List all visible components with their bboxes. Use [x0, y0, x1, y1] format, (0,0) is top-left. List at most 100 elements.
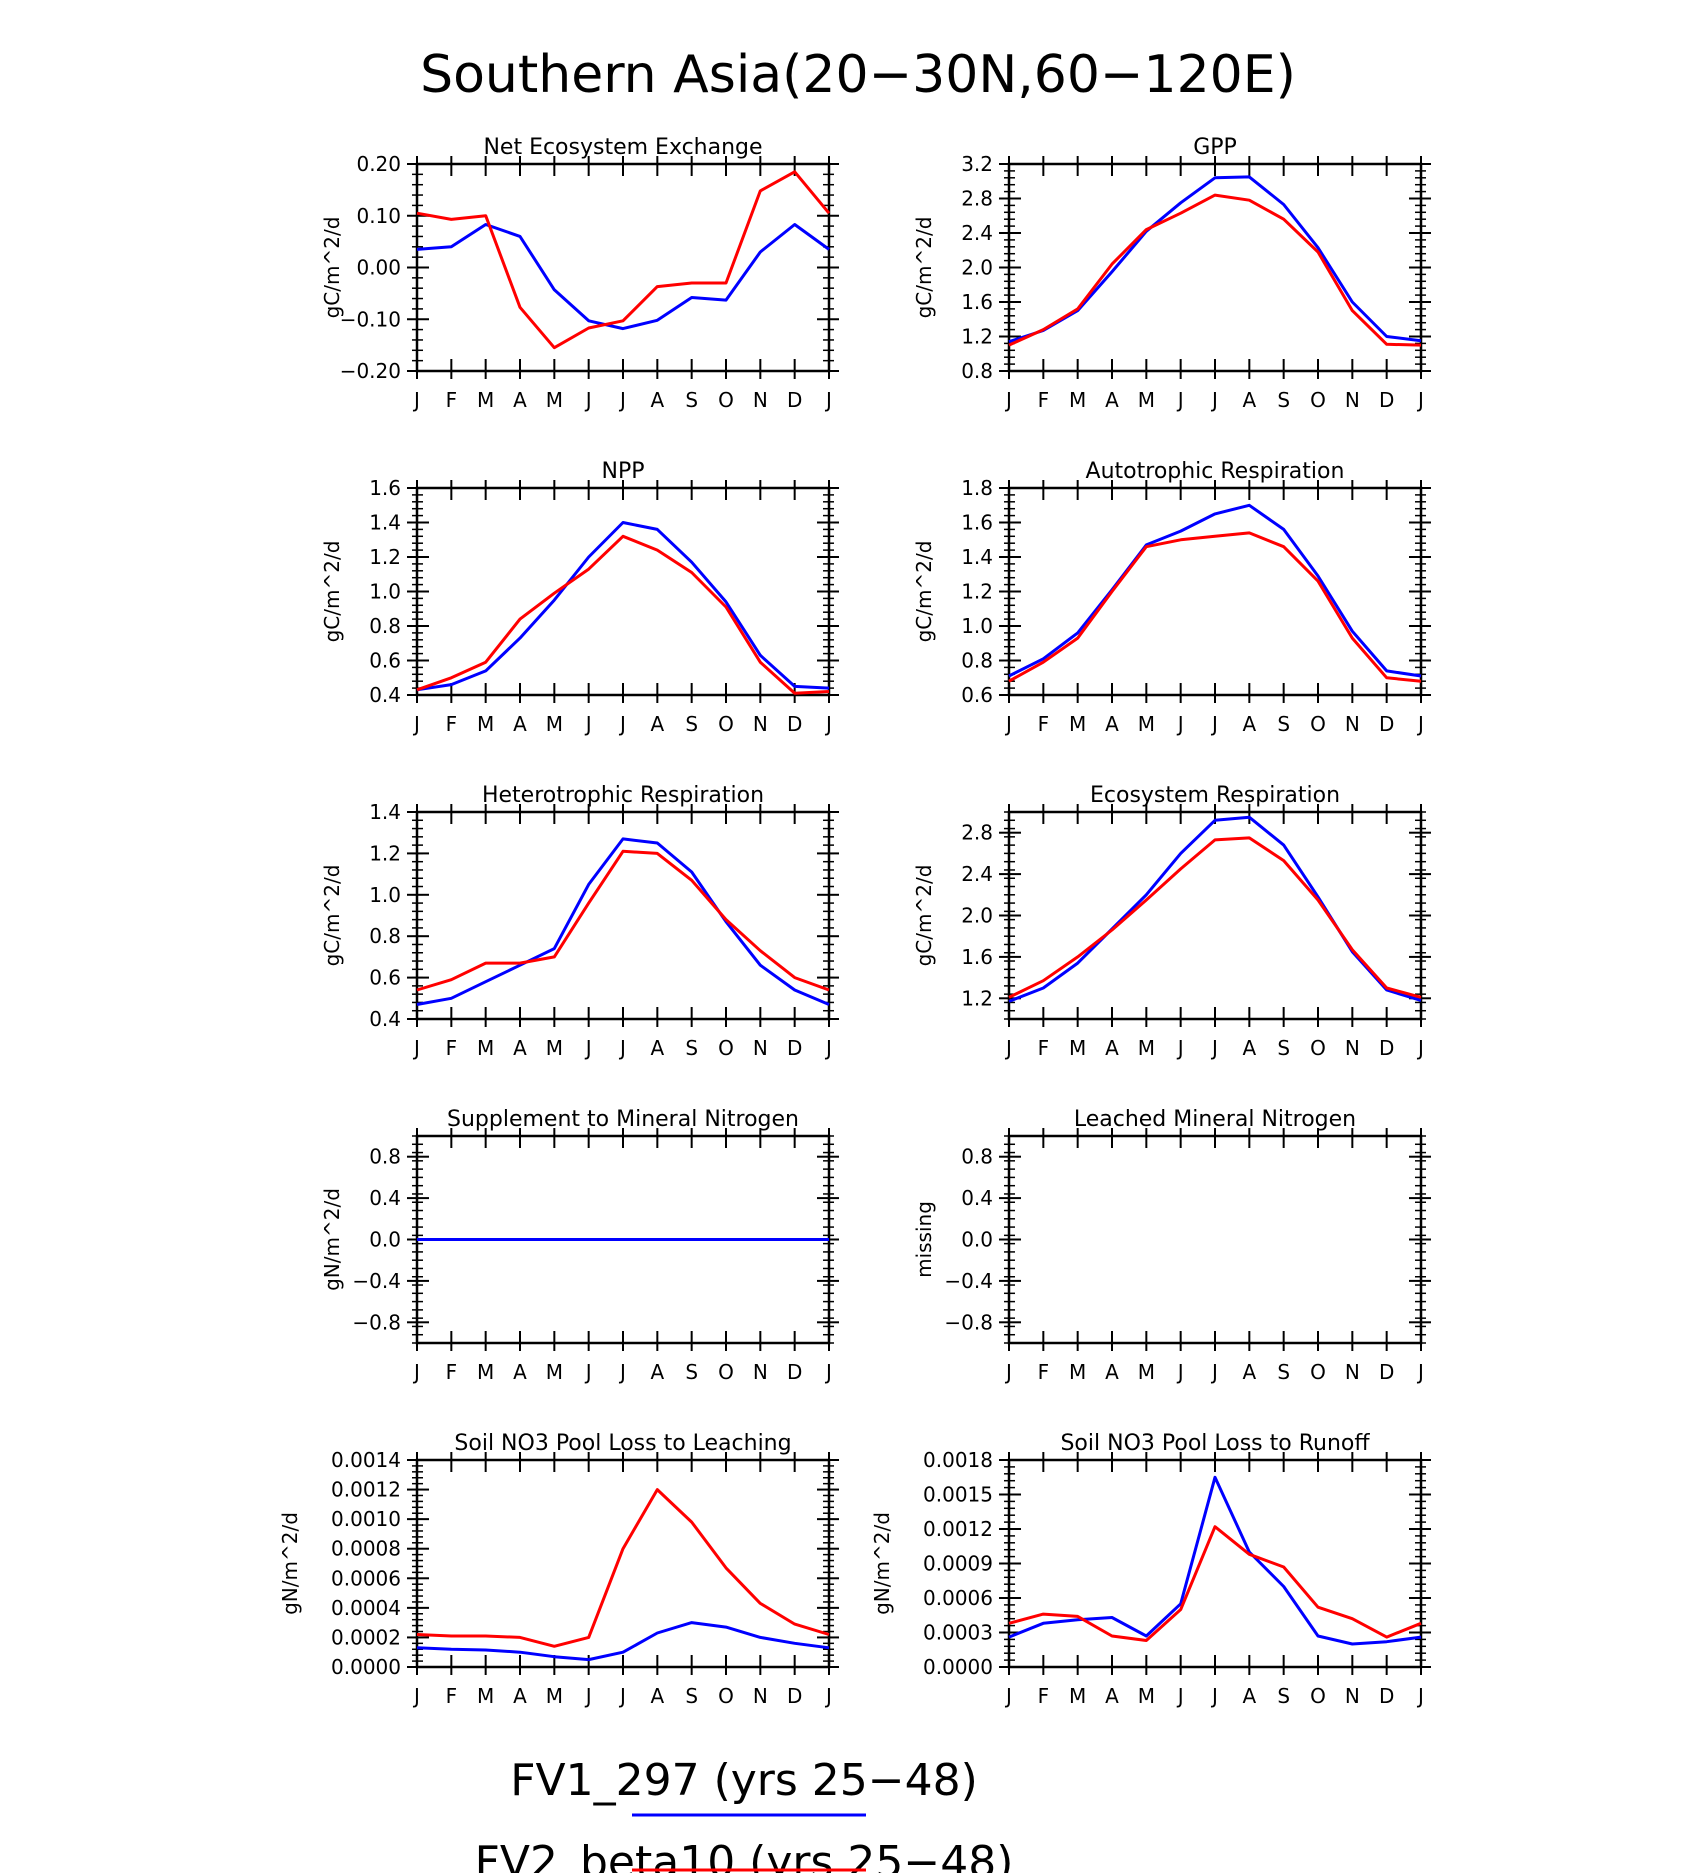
x-tick-label: M [477, 1684, 494, 1708]
x-tick-label: F [1038, 388, 1050, 412]
x-tick-label: J [618, 1360, 626, 1384]
series-line [1008, 1475, 1422, 1646]
x-tick-label: N [753, 712, 768, 736]
x-tick-label: D [787, 712, 802, 736]
x-tick-label: J [1176, 1036, 1184, 1060]
x-tick-label: J [824, 1360, 832, 1384]
y-tick-label: 1.6 [961, 511, 993, 535]
y-tick-label: 0.8 [369, 1145, 401, 1169]
x-tick-label: D [1379, 1036, 1394, 1060]
x-tick-label: F [1038, 1360, 1050, 1384]
x-tick-label: M [1069, 388, 1086, 412]
x-tick-label: J [1210, 1684, 1218, 1708]
series-line [1008, 503, 1422, 678]
y-tick-label: 1.0 [369, 883, 401, 907]
y-tick-label: 2.0 [961, 904, 993, 928]
x-tick-label: M [1069, 712, 1086, 736]
x-tick-label: M [477, 1036, 494, 1060]
x-tick-label: J [1176, 712, 1184, 736]
x-tick-label: M [1138, 1684, 1155, 1708]
y-tick-label: 0.0004 [331, 1596, 401, 1620]
y-tick-label: 0.0009 [923, 1552, 993, 1576]
panel-title: Ecosystem Respiration [1090, 783, 1340, 808]
y-tick-label: 1.0 [369, 580, 401, 604]
x-tick-label: A [1242, 388, 1256, 412]
plot-frame [415, 162, 831, 373]
x-tick-label: J [584, 1360, 592, 1384]
plot-frame [1007, 1134, 1423, 1345]
legend-label: FV2_beta10 (yrs 25−48) [475, 1837, 1014, 1873]
x-tick-label: A [1242, 1036, 1256, 1060]
x-tick-label: A [1105, 388, 1119, 412]
x-tick-label: M [1069, 1684, 1086, 1708]
panel-7: Supplement to Mineral Nitrogen gN/m^2/d −0… [320, 1107, 839, 1384]
panel-1: Net Ecosystem Exchange gC/m^2/d −0.20 −0.10… [320, 135, 839, 412]
x-tick-label: M [477, 1360, 494, 1384]
x-tick-label: D [1379, 712, 1394, 736]
x-tick-label: F [446, 712, 458, 736]
x-tick-label: A [650, 388, 664, 412]
y-axis-label: gC/m^2/d [320, 541, 344, 643]
x-tick-label: J [1176, 1360, 1184, 1384]
y-tick-label: 1.6 [961, 290, 993, 314]
x-tick-label: F [1038, 1684, 1050, 1708]
x-tick-label: J [1210, 1360, 1218, 1384]
y-tick-label: 0.8 [961, 649, 993, 673]
y-tick-label: 0.10 [356, 204, 401, 228]
y-tick-label: 3.2 [961, 152, 993, 176]
y-tick-label: 0.0010 [331, 1507, 401, 1531]
x-tick-label: S [1277, 712, 1290, 736]
y-tick-label: 0.6 [961, 683, 993, 707]
y-tick-label: 0.4 [369, 1186, 401, 1210]
y-tick-label: 0.0014 [331, 1448, 401, 1472]
x-tick-label: J [1210, 1036, 1218, 1060]
y-tick-label: −0.8 [944, 1310, 993, 1334]
y-tick-label: 0.0006 [923, 1586, 993, 1610]
x-tick-label: A [1105, 1684, 1119, 1708]
x-tick-label: S [1277, 1036, 1290, 1060]
series-line [416, 521, 830, 692]
x-tick-label: N [753, 1036, 768, 1060]
x-tick-label: M [1138, 1360, 1155, 1384]
x-tick-label: J [1416, 712, 1424, 736]
y-tick-label: 1.4 [369, 800, 401, 824]
y-axis-label: gN/m^2/d [278, 1512, 302, 1615]
x-tick-label: F [446, 1360, 458, 1384]
x-tick-label: A [650, 1036, 664, 1060]
x-tick-label: A [1105, 1036, 1119, 1060]
x-tick-label: F [1038, 712, 1050, 736]
panel-title: Soil NO3 Pool Loss to Leaching [454, 1431, 791, 1456]
x-tick-label: D [1379, 1360, 1394, 1384]
y-tick-label: 0.0 [369, 1228, 401, 1252]
x-tick-label: J [1416, 388, 1424, 412]
y-tick-label: 0.0012 [331, 1478, 401, 1502]
x-tick-label: D [787, 388, 802, 412]
x-tick-label: O [718, 388, 734, 412]
y-tick-label: 1.2 [961, 986, 993, 1010]
x-tick-label: A [513, 1684, 527, 1708]
x-tick-label: S [685, 1684, 698, 1708]
x-tick-label: O [1310, 1684, 1326, 1708]
x-tick-label: S [685, 1360, 698, 1384]
x-tick-label: S [1277, 388, 1290, 412]
x-tick-label: O [718, 1360, 734, 1384]
panel-title: Soil NO3 Pool Loss to Runoff [1060, 1431, 1370, 1456]
y-tick-label: 0.0018 [923, 1448, 993, 1472]
x-tick-label: N [1345, 1684, 1360, 1708]
y-tick-label: 1.0 [961, 614, 993, 638]
x-tick-label: D [1379, 1684, 1394, 1708]
x-tick-label: J [824, 1684, 832, 1708]
x-tick-label: J [1416, 1036, 1424, 1060]
x-tick-label: N [1345, 1360, 1360, 1384]
plot-frame [1007, 810, 1423, 1021]
panel-6: Ecosystem Respiration gC/m^2/d 1.2 1.6 2.0 2.… [912, 783, 1431, 1060]
x-tick-label: A [650, 712, 664, 736]
panel-title: Heterotrophic Respiration [482, 783, 764, 808]
y-tick-label: 2.4 [961, 221, 993, 245]
y-tick-label: 1.2 [961, 580, 993, 604]
panel-title: Leached Mineral Nitrogen [1074, 1107, 1356, 1132]
y-axis-label: missing [912, 1201, 936, 1278]
x-tick-label: M [1138, 388, 1155, 412]
x-tick-label: A [1242, 1684, 1256, 1708]
x-tick-label: N [1345, 388, 1360, 412]
